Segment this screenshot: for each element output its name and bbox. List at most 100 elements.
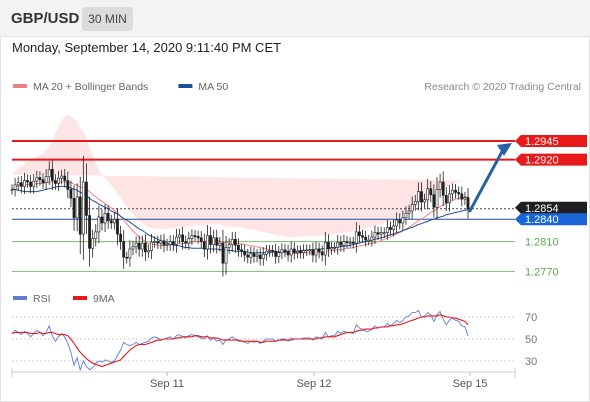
price-tag-label: 1.2945 bbox=[525, 136, 559, 148]
candle bbox=[128, 248, 132, 259]
price-tag-resistance bbox=[515, 134, 587, 147]
candle bbox=[410, 204, 414, 212]
support-label: 1.2810 bbox=[525, 237, 559, 249]
rsi-legend-label: RSI bbox=[33, 293, 51, 305]
timeframe-button[interactable]: 30 MIN bbox=[82, 7, 133, 31]
candle bbox=[85, 181, 88, 216]
candle bbox=[196, 236, 200, 239]
x-tick-label: Sep 15 bbox=[453, 378, 488, 390]
candle bbox=[63, 175, 67, 181]
candle bbox=[171, 241, 175, 245]
candle bbox=[283, 249, 287, 252]
candle bbox=[308, 249, 312, 252]
candle bbox=[444, 195, 448, 204]
candle bbox=[274, 251, 278, 257]
candle bbox=[392, 225, 395, 230]
candle bbox=[122, 241, 126, 258]
candle bbox=[264, 251, 268, 255]
candle bbox=[348, 242, 352, 244]
currency-pair-title: GBP/USD bbox=[11, 10, 80, 27]
candle bbox=[280, 249, 284, 254]
candle bbox=[423, 199, 426, 203]
candle bbox=[29, 181, 33, 187]
candle bbox=[184, 241, 188, 244]
candle bbox=[156, 241, 160, 244]
rsi-legend-label: 9MA bbox=[93, 293, 115, 305]
x-tick-label: Sep 11 bbox=[150, 378, 184, 390]
candle bbox=[125, 256, 129, 259]
candle bbox=[221, 242, 225, 264]
candle bbox=[252, 253, 256, 257]
legend-swatch bbox=[178, 84, 193, 88]
candle bbox=[181, 234, 184, 242]
candle bbox=[389, 227, 392, 230]
candle bbox=[240, 249, 243, 252]
candle bbox=[13, 184, 17, 190]
candle bbox=[367, 239, 371, 242]
candle bbox=[246, 254, 250, 258]
candle bbox=[116, 218, 119, 235]
candle bbox=[289, 248, 293, 256]
candle bbox=[395, 219, 399, 227]
x-tick-label: Sep 12 bbox=[297, 378, 332, 390]
candle bbox=[88, 215, 91, 249]
price-tag-pivot bbox=[515, 213, 587, 226]
candle bbox=[330, 247, 333, 250]
candle bbox=[140, 242, 144, 250]
candle bbox=[159, 240, 163, 244]
bollinger-band bbox=[12, 114, 465, 238]
candle bbox=[57, 177, 60, 184]
candle bbox=[187, 238, 191, 244]
candle bbox=[255, 254, 259, 257]
header-bar: GBP/USD 30 MIN bbox=[0, 0, 590, 36]
candle bbox=[97, 216, 101, 233]
candle bbox=[261, 253, 265, 259]
candle bbox=[385, 227, 389, 233]
candle bbox=[404, 213, 408, 219]
candle bbox=[60, 175, 64, 179]
target-arrow-head bbox=[497, 142, 512, 156]
candle bbox=[361, 235, 364, 238]
candle bbox=[212, 237, 216, 245]
candle bbox=[277, 252, 281, 257]
candle bbox=[295, 251, 299, 254]
candle bbox=[364, 236, 368, 241]
target-arrow-shaft bbox=[468, 146, 506, 213]
legend-label: MA 20 + Bollinger Bands bbox=[33, 81, 148, 93]
chart-timestamp: Monday, September 14, 2020 9:11:40 PM CE… bbox=[12, 40, 282, 55]
candle bbox=[72, 198, 76, 219]
candle bbox=[243, 251, 247, 256]
candle bbox=[26, 180, 29, 183]
candle bbox=[147, 250, 150, 253]
candle bbox=[94, 231, 98, 239]
candle bbox=[292, 248, 296, 254]
candle bbox=[327, 242, 330, 250]
rsi-legend-swatch bbox=[73, 296, 87, 300]
candle bbox=[435, 189, 439, 208]
candle bbox=[286, 251, 290, 256]
candle bbox=[268, 250, 271, 252]
candle bbox=[193, 235, 197, 237]
candle bbox=[299, 251, 302, 254]
candle bbox=[168, 241, 172, 245]
candle bbox=[429, 188, 433, 195]
candle bbox=[202, 241, 206, 250]
legend-label: MA 50 bbox=[198, 81, 228, 93]
time-axis: Sep 11 Sep 12 Sep 15 bbox=[11, 368, 516, 390]
copyright-text: Research © 2020 Trading Central bbox=[424, 81, 581, 93]
candle bbox=[398, 219, 402, 224]
candle bbox=[75, 196, 79, 219]
candle bbox=[233, 239, 237, 246]
candle bbox=[41, 179, 45, 183]
candle bbox=[112, 218, 116, 224]
price-tag-last bbox=[515, 201, 587, 214]
candle bbox=[178, 234, 181, 238]
candle bbox=[345, 241, 349, 243]
candle bbox=[10, 189, 14, 191]
candle bbox=[460, 193, 464, 200]
candle bbox=[447, 193, 451, 204]
support-label: 1.2770 bbox=[525, 266, 559, 278]
candle bbox=[454, 189, 457, 193]
candle bbox=[47, 169, 51, 178]
candle bbox=[249, 253, 253, 258]
